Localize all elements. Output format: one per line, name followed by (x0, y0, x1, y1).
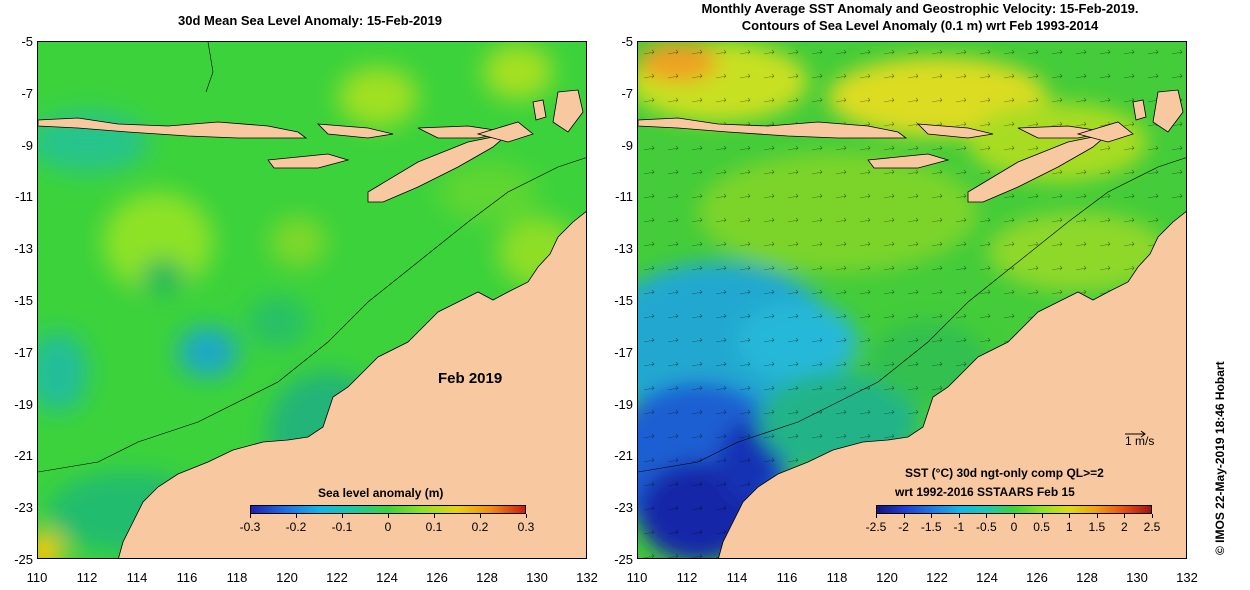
sla-colorbar-tick (250, 514, 251, 518)
right-lat-label: -9 (621, 137, 633, 153)
right-lat-label: -21 (614, 448, 633, 464)
sla-colorbar-tick-label: 0.3 (517, 520, 535, 534)
left-lat-label: -17 (14, 344, 33, 360)
left-lat-label: -7 (21, 85, 33, 101)
right-lon-label: 122 (926, 570, 948, 585)
right-lat-label: -23 (614, 500, 633, 516)
right-lon-label: 128 (1076, 570, 1098, 585)
left-lat-label: -13 (14, 241, 33, 257)
sst-colorbar-tick (986, 514, 988, 518)
sst-colorbar-tick-label: -0.5 (976, 520, 997, 534)
right-lat-label: -25 (614, 552, 633, 567)
sst-colorbar-tick (1152, 514, 1153, 518)
right-lon-label: 126 (1026, 570, 1048, 585)
right-lat-label: -13 (614, 241, 633, 257)
sla-colorbar (250, 505, 526, 514)
sst-colorbar-tick (1124, 514, 1126, 518)
left-lon-label: 116 (176, 570, 198, 585)
sst-map-graphic (638, 42, 1186, 558)
sst-colorbar-tick (1014, 514, 1015, 518)
right-lon-label: 130 (1126, 570, 1148, 585)
sst-colorbar-tick (1096, 514, 1098, 518)
sst-colorbar-tick (903, 514, 905, 518)
sst-colorbar-tick-label: 2.5 (1143, 520, 1161, 534)
left-lon-label: 126 (426, 570, 448, 585)
sst-colorbar-tick-label: 0.5 (1033, 520, 1050, 534)
sla-map-graphic (38, 42, 586, 558)
left-lon-label: 130 (526, 570, 548, 585)
sst-colorbar-tick-label: -2.5 (865, 520, 887, 534)
left-lat-label: -5 (21, 34, 33, 49)
left-lon-label: 120 (276, 570, 298, 585)
right-lon-label: 116 (776, 570, 798, 585)
left-panel-title: 30d Mean Sea Level Anomaly: 15-Feb-2019 (178, 13, 442, 28)
left-lat-label: -25 (14, 552, 33, 567)
sla-colorbar-tick (388, 514, 389, 518)
sla-colorbar-tick (296, 514, 297, 518)
right-lat-label: -7 (621, 85, 633, 101)
right-lon-label: 120 (876, 570, 898, 585)
right-lon-label: 112 (676, 570, 698, 585)
sst-colorbar-tick-label: 2 (1121, 520, 1128, 534)
sst-anomaly-map (637, 41, 1187, 559)
sla-colorbar-tick (480, 514, 481, 518)
left-lat-label: -9 (21, 137, 33, 153)
sla-colorbar-tick-label: 0 (384, 520, 392, 534)
right-panel-title-line2: Contours of Sea Level Anomaly (0.1 m) wr… (741, 18, 1099, 33)
left-lat-label: -23 (14, 500, 33, 516)
sea-level-anomaly-map (37, 41, 587, 559)
sla-colorbar-tick (434, 514, 435, 518)
left-lon-label: 118 (226, 570, 248, 585)
right-lon-label: 114 (726, 570, 748, 585)
sst-colorbar-tick (958, 514, 960, 518)
right-lat-label: -11 (615, 189, 633, 205)
sla-colorbar-tick-label: -0.3 (239, 520, 261, 534)
velocity-scale-label: 1 m/s (1125, 434, 1155, 448)
right-lat-label: -15 (614, 293, 633, 308)
sla-colorbar-tick-label: 0.1 (425, 520, 443, 534)
sst-colorbar-tick (931, 514, 933, 518)
sst-colorbar-tick-label: -2 (898, 520, 909, 534)
sst-colorbar (876, 505, 1152, 514)
credit-text: © IMOS 22-May-2019 18:46 Hobart (1213, 361, 1227, 555)
sst-colorbar-tick-label: 1 (1065, 520, 1073, 534)
left-lon-label: 124 (376, 570, 398, 585)
right-panel-title-line1: Monthly Average SST Anomaly and Geostrop… (701, 1, 1139, 16)
sla-colorbar-tick (342, 514, 343, 518)
sst-colorbar-tick-label: 0 (1010, 520, 1018, 534)
left-lon-label: 114 (126, 570, 148, 585)
right-lon-label: 124 (976, 570, 998, 585)
right-lat-label: -5 (621, 34, 633, 49)
left-lat-label: -15 (14, 293, 33, 308)
sla-colorbar-tick-label: -0.2 (285, 520, 307, 534)
sla-colorbar-tick-label: -0.1 (331, 520, 353, 534)
sst-colorbar-tick (876, 514, 877, 518)
left-lat-label: -11 (15, 189, 33, 205)
sst-colorbar-tick-label: -1 (953, 520, 965, 534)
left-lat-label: -19 (14, 396, 33, 412)
right-lat-label: -17 (614, 344, 633, 360)
left-lon-label: 110 (26, 570, 48, 585)
sst-legend-line1: SST (°C) 30d ngt-only comp QL>=2 (905, 466, 1104, 480)
right-lon-label: 110 (626, 570, 648, 585)
right-lat-label: -19 (614, 396, 633, 412)
left-lon-label: 132 (576, 570, 598, 585)
sla-colorbar-tick (526, 514, 527, 518)
velocity-scale-arrow (1125, 430, 1146, 438)
sst-colorbar-tick (1041, 514, 1043, 518)
sla-colorbar-tick-label: 0.2 (471, 520, 489, 534)
sst-legend-line2: wrt 1992-2016 SSTAARS Feb 15 (895, 485, 1075, 499)
month-annotation: Feb 2019 (438, 370, 503, 387)
sst-colorbar-tick-label: 1.5 (1088, 520, 1106, 534)
sst-colorbar-tick-label: -1.5 (920, 520, 942, 534)
right-lon-label: 118 (826, 570, 848, 585)
sst-colorbar-tick (1069, 514, 1071, 518)
left-lon-label: 128 (476, 570, 498, 585)
left-lat-label: -21 (14, 448, 33, 464)
left-lon-label: 112 (76, 570, 98, 585)
right-lon-label: 132 (1176, 570, 1198, 585)
left-lon-label: 122 (326, 570, 348, 585)
sla-legend-title: Sea level anomaly (m) (318, 486, 444, 500)
